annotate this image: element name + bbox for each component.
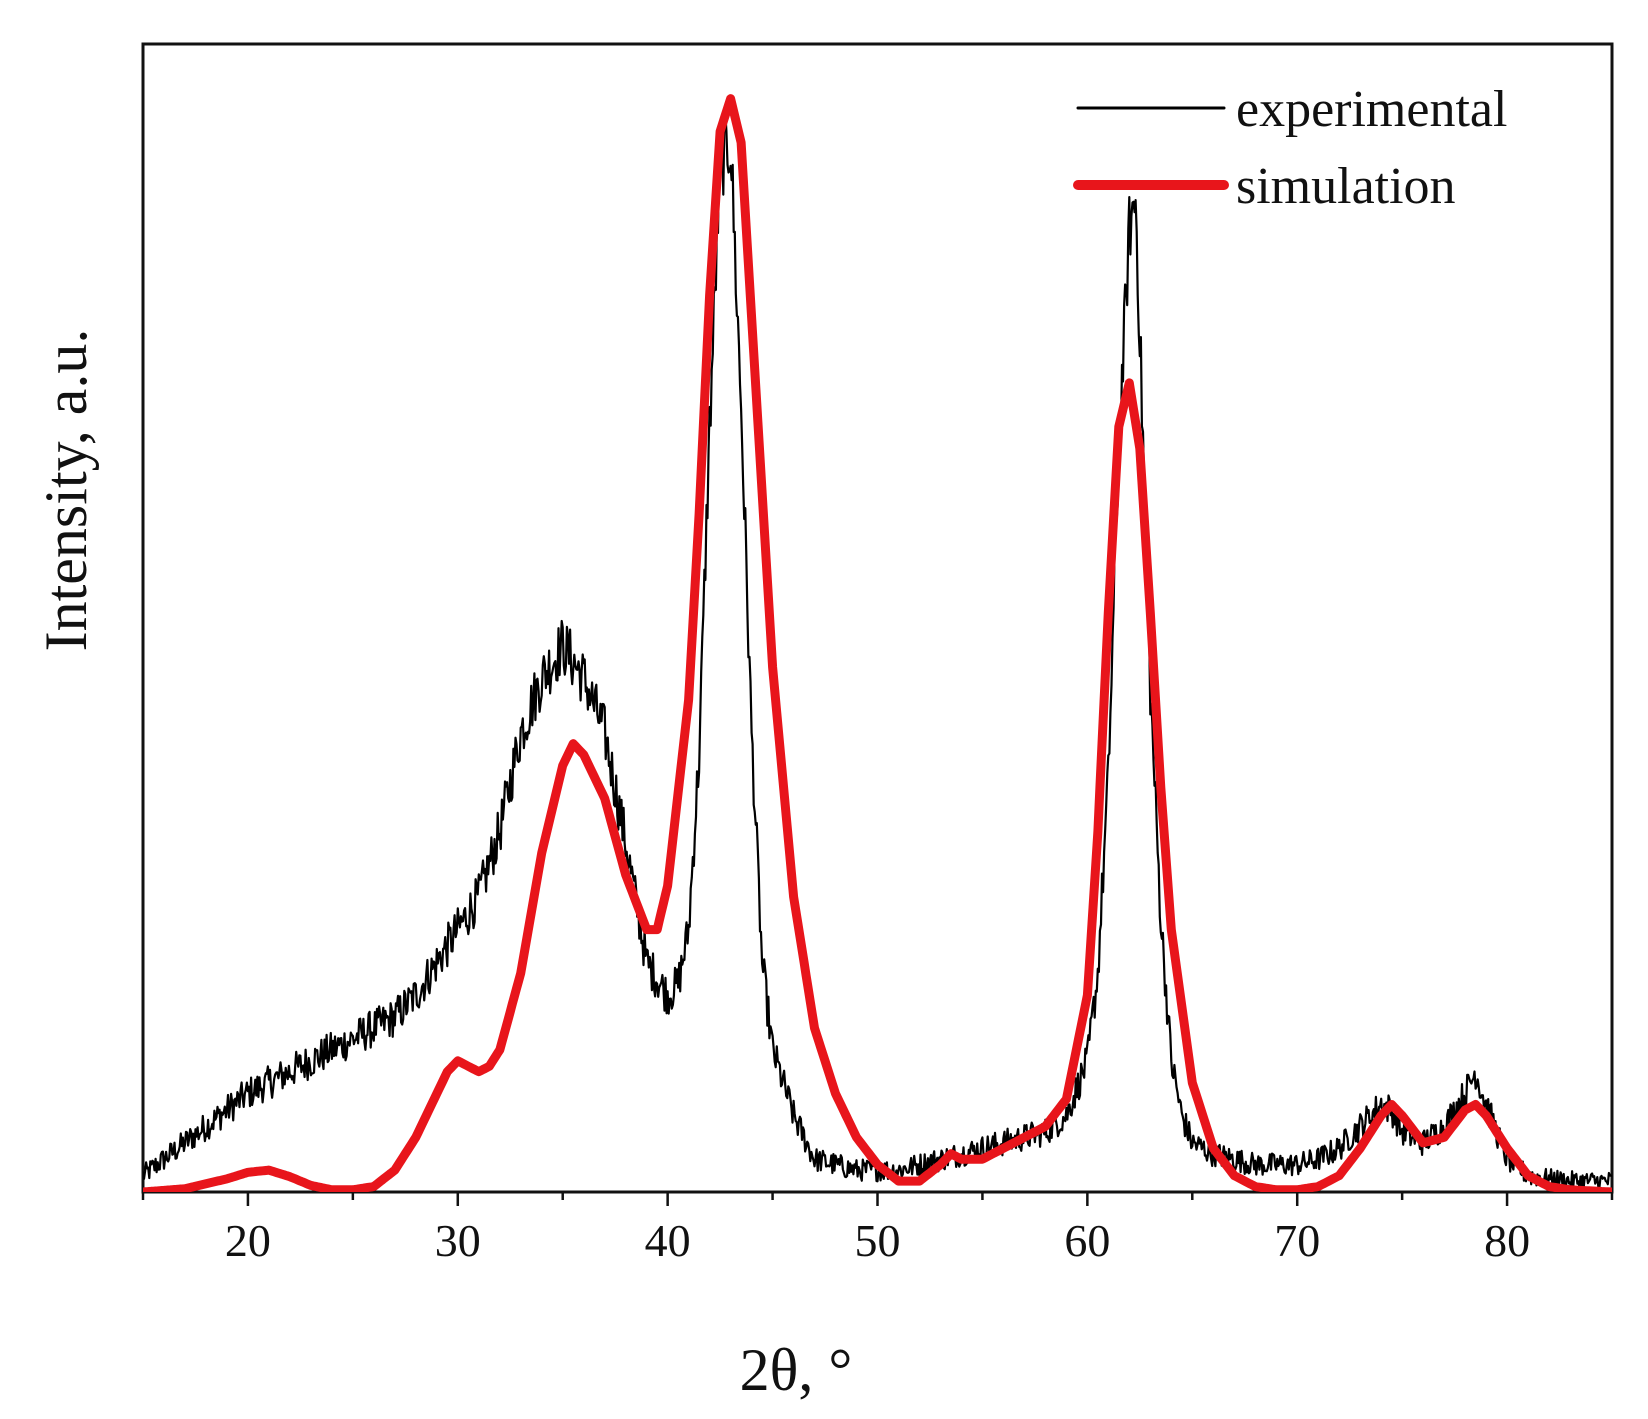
series-line-simulation [143, 94, 1612, 1192]
x-axis-title: 2θ, ° [740, 1337, 853, 1403]
x-tick-label: 40 [645, 1215, 691, 1266]
x-axis-tick-labels: 20 30 40 50 60 70 80 [225, 1215, 1530, 1266]
x-axis-ticks [141, 1192, 1614, 1206]
y-axis-title: Intensity, a.u. [33, 329, 99, 652]
legend-label-experimental: experimental [1236, 81, 1507, 138]
x-tick-label: 20 [225, 1215, 271, 1266]
x-tick-label: 70 [1274, 1215, 1320, 1266]
x-tick-label: 50 [855, 1215, 901, 1266]
series-line-experimental [143, 113, 1612, 1189]
legend-label-simulation: simulation [1236, 158, 1456, 215]
x-tick-label: 60 [1064, 1215, 1110, 1266]
x-tick-label: 80 [1484, 1215, 1530, 1266]
legend: experimental simulation [1073, 81, 1507, 215]
x-tick-label: 30 [435, 1215, 481, 1266]
